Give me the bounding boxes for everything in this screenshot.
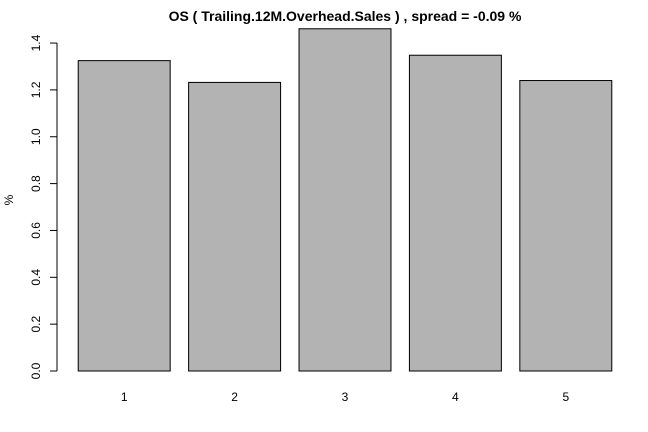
x-tick-label: 3	[342, 390, 349, 404]
x-tick-labels: 1 2 3 4 5	[121, 390, 570, 404]
y-axis-label: %	[2, 194, 16, 205]
bar-5	[519, 80, 613, 372]
chart-title: OS ( Trailing.12M.Overhead.Sales ) , spr…	[169, 8, 522, 24]
bar-1	[77, 60, 171, 372]
y-tick-label: 1.2	[29, 81, 43, 98]
x-tick-label: 5	[562, 390, 569, 404]
bar-3	[298, 28, 392, 372]
y-tick-label: 1.4	[29, 34, 43, 51]
y-axis: 0.0 0.2 0.4 0.6 0.8 1.0 1.2 1.4	[29, 34, 58, 379]
x-tick-label: 1	[121, 390, 128, 404]
y-tick-label: 0.6	[29, 222, 43, 239]
x-tick-label: 4	[452, 390, 459, 404]
y-tick-label: 0.2	[29, 315, 43, 332]
bars-group	[77, 28, 613, 372]
y-tick-label: 0.0	[29, 362, 43, 379]
y-tick-label: 0.8	[29, 175, 43, 192]
y-tick-label: 0.4	[29, 269, 43, 286]
x-tick-label: 2	[231, 390, 238, 404]
bar-2	[188, 81, 282, 372]
y-tick-label: 1.0	[29, 128, 43, 145]
bar-4	[408, 54, 502, 372]
